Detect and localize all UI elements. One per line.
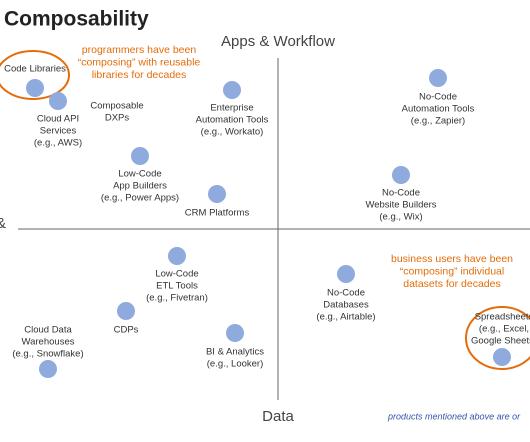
node-dot xyxy=(131,147,149,165)
node-label: (e.g., Excel, xyxy=(479,324,529,335)
node-label: App Builders xyxy=(113,181,167,192)
node-label: No-Code xyxy=(382,188,420,199)
node-label: Automation Tools xyxy=(402,104,475,115)
node-label: BI & Analytics xyxy=(206,347,264,358)
node-label: Databases xyxy=(323,300,369,311)
node-label: (e.g., Fivetran) xyxy=(146,293,208,304)
axis-left-label: & xyxy=(0,215,6,232)
node-dot xyxy=(226,324,244,342)
node-dot xyxy=(208,185,226,203)
annotation: libraries for decades xyxy=(92,69,187,81)
node-dot xyxy=(39,360,57,378)
node-dot xyxy=(117,302,135,320)
node-dot xyxy=(26,79,44,97)
highlight-ellipse xyxy=(465,306,530,370)
node-label: DXPs xyxy=(105,113,130,124)
node-label: Spreadsheets xyxy=(475,312,530,323)
node-label: (e.g., Snowflake) xyxy=(12,349,83,360)
annotation: “composing” with reusable xyxy=(78,56,201,68)
title: Composability xyxy=(4,8,149,31)
node-label: Low-Code xyxy=(155,269,198,280)
node-label: (e.g., Looker) xyxy=(207,359,264,370)
node-label: (e.g., Zapier) xyxy=(411,116,465,127)
annotation: datasets for decades xyxy=(403,278,500,290)
node-label: (e.g., AWS) xyxy=(34,138,82,149)
node-label: Warehouses xyxy=(22,337,75,348)
node-label: No-Code xyxy=(327,288,365,299)
node-dot xyxy=(223,81,241,99)
node-label: (e.g., Airtable) xyxy=(316,312,375,323)
highlight-ellipse xyxy=(0,50,70,100)
node-label: Composable xyxy=(90,101,143,112)
node-label: CRM Platforms xyxy=(185,208,250,219)
node-dot xyxy=(49,92,67,110)
node-label: Cloud API xyxy=(37,114,79,125)
node-label: Code Libraries xyxy=(4,64,66,75)
annotation: “composing” individual xyxy=(400,265,504,277)
axis-top-label: Apps & Workflow xyxy=(221,33,335,50)
node-label: Cloud Data xyxy=(24,325,72,336)
annotation: business users have been xyxy=(391,253,513,265)
node-label: Services xyxy=(40,126,77,137)
annotation: programmers have been xyxy=(82,44,197,56)
node-dot xyxy=(168,247,186,265)
node-label: No-Code xyxy=(419,92,457,103)
node-label: (e.g., Workato) xyxy=(201,127,264,138)
node-label: Automation Tools xyxy=(196,115,269,126)
node-label: Low-Code xyxy=(118,169,161,180)
node-dot xyxy=(493,348,511,366)
footnote: products mentioned above are or xyxy=(387,411,521,421)
node-label: (e.g., Power Apps) xyxy=(101,193,179,204)
node-label: Website Builders xyxy=(365,200,436,211)
node-dot xyxy=(392,166,410,184)
node-label: Enterprise xyxy=(210,103,253,114)
node-dot xyxy=(337,265,355,283)
node-label: Google Sheets) xyxy=(471,336,530,347)
node-dot xyxy=(429,69,447,87)
node-label: (e.g., Wix) xyxy=(379,212,422,223)
axis-bottom-label: Data xyxy=(262,408,294,425)
node-label: CDPs xyxy=(114,325,139,336)
node-label: ETL Tools xyxy=(156,281,198,292)
